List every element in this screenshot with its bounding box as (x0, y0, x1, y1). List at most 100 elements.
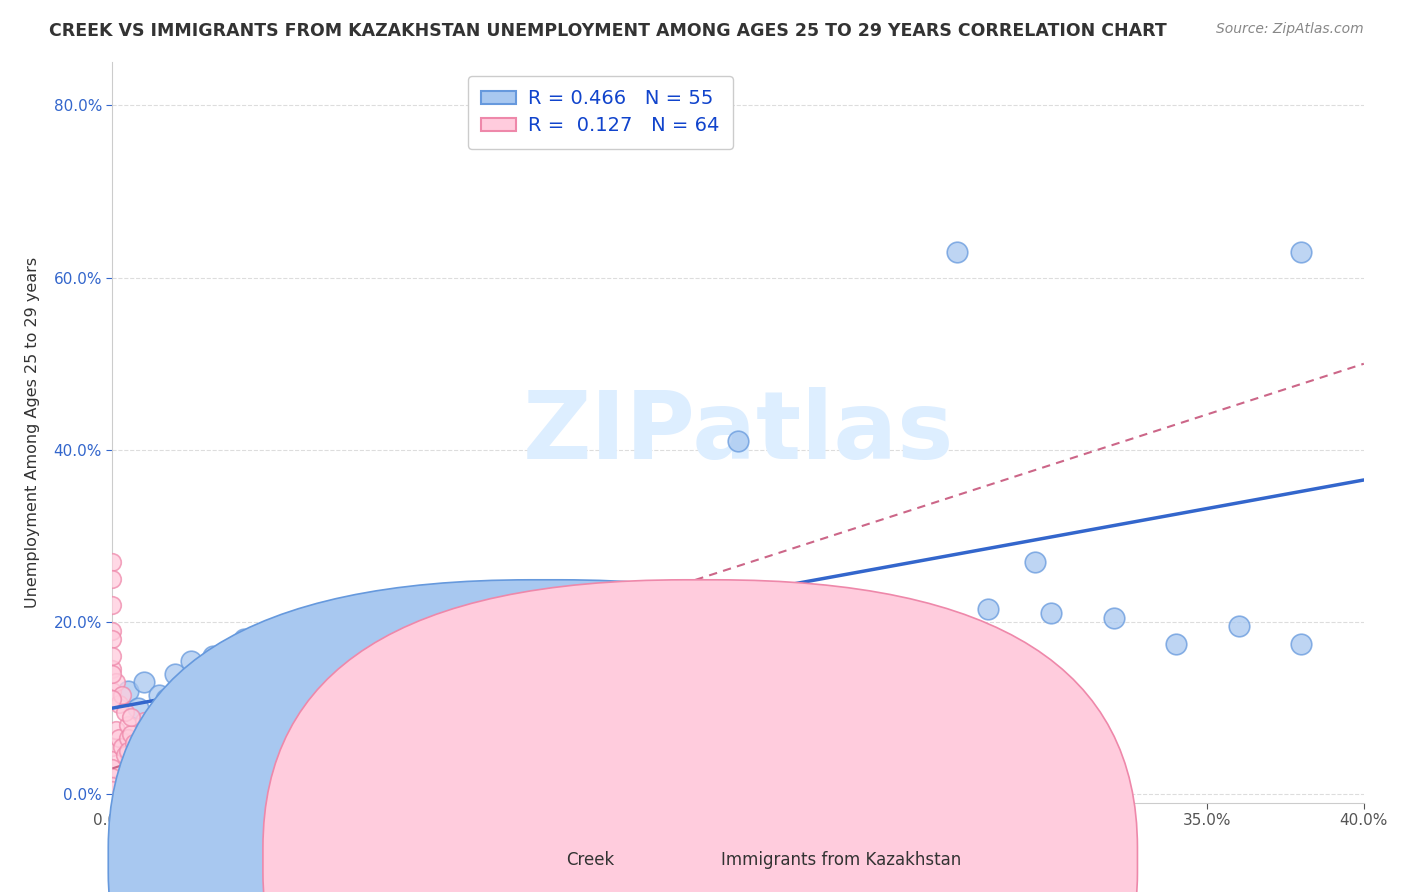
Point (188, 727, 211, 741)
Point (1102, 610, 1125, 624)
Point (252, 640, 274, 655)
Point (946, 244, 969, 259)
Point (232, 718, 254, 732)
Point (477, 640, 499, 655)
Point (101, 666, 124, 681)
Point (107, 697, 129, 711)
Point (127, 701, 149, 715)
Point (117, 744, 139, 758)
Point (790, 610, 813, 624)
Point (415, 701, 437, 715)
Point (139, 718, 162, 732)
Point (104, 675, 127, 690)
Point (321, 640, 343, 655)
Point (117, 684, 139, 698)
Point (821, 624, 844, 638)
Point (101, 761, 124, 775)
Point (226, 662, 249, 676)
Point (446, 628, 468, 642)
Point (195, 714, 218, 728)
Point (321, 709, 343, 723)
Point (170, 709, 193, 723)
Point (1024, 555, 1046, 569)
Point (180, 718, 202, 732)
Point (152, 731, 174, 746)
Point (221, 727, 243, 741)
Point (290, 706, 312, 720)
Point (221, 680, 243, 694)
Point (257, 645, 280, 659)
Point (127, 744, 149, 758)
Point (226, 709, 249, 723)
Point (101, 572, 124, 586)
Point (664, 615, 686, 629)
Point (101, 770, 124, 784)
Point (101, 632, 124, 647)
Point (883, 615, 905, 629)
Point (101, 598, 124, 612)
Point (101, 684, 124, 698)
Point (305, 714, 328, 728)
Point (132, 739, 155, 754)
Point (477, 697, 499, 711)
Point (104, 723, 127, 737)
Point (101, 753, 124, 767)
Point (242, 714, 264, 728)
Point (170, 731, 193, 746)
Point (273, 714, 295, 728)
Point (142, 739, 165, 754)
Point (977, 602, 1000, 616)
Point (101, 624, 124, 638)
Point (195, 684, 218, 698)
Point (446, 701, 468, 715)
Point (946, 619, 969, 633)
Point (204, 723, 226, 737)
Point (1039, 607, 1063, 621)
Point (602, 636, 624, 650)
Text: ZIPatlas: ZIPatlas (523, 386, 953, 479)
Point (132, 714, 155, 728)
Point (382, 619, 405, 633)
Point (101, 779, 124, 793)
Point (1227, 619, 1250, 633)
Point (727, 434, 749, 449)
Point (188, 675, 211, 690)
Point (117, 718, 139, 732)
Point (727, 615, 749, 629)
Point (139, 731, 162, 746)
Text: Source: ZipAtlas.com: Source: ZipAtlas.com (1216, 22, 1364, 37)
Point (352, 624, 374, 638)
Point (264, 624, 287, 638)
Point (157, 739, 180, 754)
Point (163, 666, 186, 681)
Point (1291, 244, 1313, 259)
Point (124, 735, 146, 749)
Point (508, 649, 530, 664)
Point (232, 632, 254, 647)
Point (336, 619, 359, 633)
Legend: R = 0.466   N = 55, R =  0.127   N = 64: R = 0.466 N = 55, R = 0.127 N = 64 (468, 76, 733, 149)
Point (114, 706, 136, 720)
Point (111, 739, 134, 754)
Point (180, 654, 202, 668)
Point (120, 727, 142, 741)
Point (114, 748, 136, 763)
Point (107, 731, 129, 746)
Point (305, 632, 328, 647)
Point (101, 739, 124, 754)
Point (540, 654, 562, 668)
Point (148, 723, 170, 737)
Y-axis label: Unemployment Among Ages 25 to 29 years: Unemployment Among Ages 25 to 29 years (25, 257, 39, 608)
Point (211, 666, 233, 681)
Point (148, 688, 170, 702)
Point (415, 615, 437, 629)
Point (290, 649, 312, 664)
Text: Immigrants from Kazakhstan: Immigrants from Kazakhstan (721, 851, 962, 869)
Point (257, 709, 280, 723)
Point (1166, 636, 1188, 650)
Point (1291, 636, 1313, 650)
Point (101, 649, 124, 664)
Point (163, 723, 186, 737)
Point (132, 675, 155, 690)
Point (367, 714, 389, 728)
